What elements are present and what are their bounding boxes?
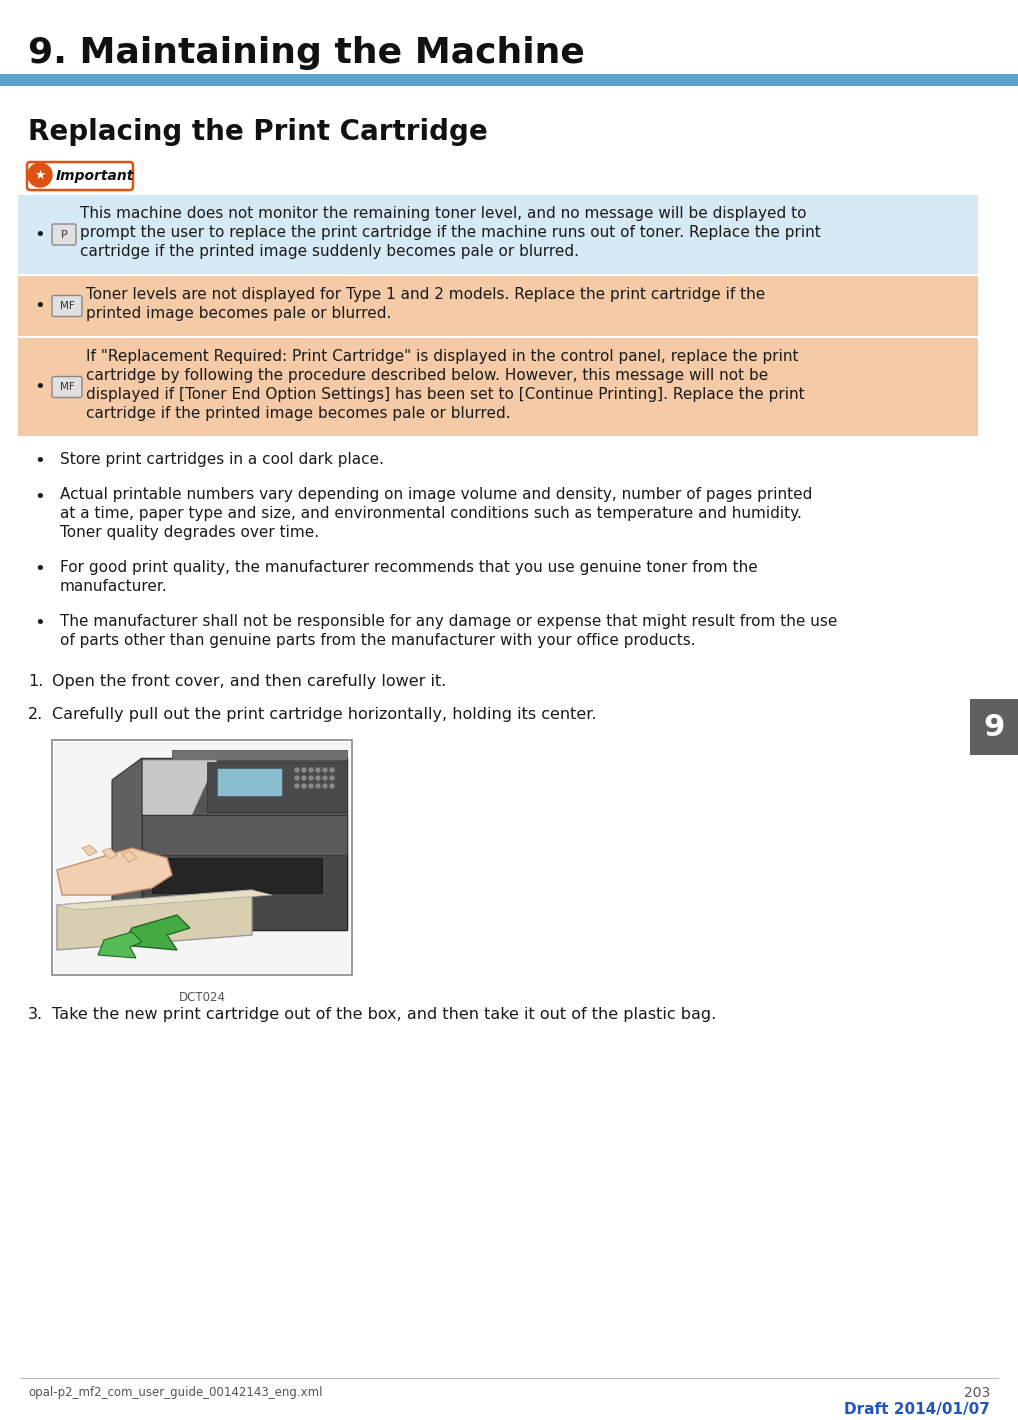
Text: printed image becomes pale or blurred.: printed image becomes pale or blurred. <box>86 305 391 321</box>
Text: Actual printable numbers vary depending on image volume and density, number of p: Actual printable numbers vary depending … <box>60 487 812 503</box>
Bar <box>52 740 352 976</box>
Text: Toner levels are not displayed for Type 1 and 2 models. Replace the print cartri: Toner levels are not displayed for Type … <box>86 287 766 302</box>
Text: •: • <box>35 615 46 632</box>
Circle shape <box>295 768 299 772</box>
Text: Open the front cover, and then carefully lower it.: Open the front cover, and then carefully… <box>52 674 446 689</box>
Text: at a time, paper type and size, and environmental conditions such as temperature: at a time, paper type and size, and envi… <box>60 506 802 521</box>
Circle shape <box>309 784 313 788</box>
Text: P: P <box>61 230 67 240</box>
Text: cartridge if the printed image suddenly becomes pale or blurred.: cartridge if the printed image suddenly … <box>80 244 579 258</box>
Circle shape <box>323 775 327 780</box>
Bar <box>152 858 322 893</box>
Text: MF: MF <box>60 382 74 392</box>
Text: •: • <box>35 561 46 578</box>
Circle shape <box>29 163 52 187</box>
Bar <box>18 338 978 436</box>
Bar <box>54 743 350 973</box>
Text: Take the new print cartridge out of the box, and then take it out of the plastic: Take the new print cartridge out of the … <box>52 1007 717 1022</box>
Circle shape <box>330 768 334 772</box>
Polygon shape <box>57 848 172 895</box>
Circle shape <box>309 768 313 772</box>
Text: 9. Maintaining the Machine: 9. Maintaining the Machine <box>29 36 585 70</box>
Text: 203: 203 <box>964 1386 989 1400</box>
Polygon shape <box>142 815 347 930</box>
Circle shape <box>309 775 313 780</box>
Text: manufacturer.: manufacturer. <box>60 579 168 594</box>
Text: MF: MF <box>60 301 74 311</box>
Circle shape <box>302 784 306 788</box>
Circle shape <box>316 768 320 772</box>
Text: prompt the user to replace the print cartridge if the machine runs out of toner.: prompt the user to replace the print car… <box>80 224 821 240</box>
Text: ★: ★ <box>35 169 46 182</box>
FancyBboxPatch shape <box>27 162 133 190</box>
Text: of parts other than genuine parts from the manufacturer with your office product: of parts other than genuine parts from t… <box>60 633 695 648</box>
Text: Toner quality degrades over time.: Toner quality degrades over time. <box>60 525 319 540</box>
Text: displayed if [Toner End Option Settings] has been set to [Continue Printing]. Re: displayed if [Toner End Option Settings]… <box>86 388 804 402</box>
Text: Carefully pull out the print cartridge horizontally, holding its center.: Carefully pull out the print cartridge h… <box>52 707 597 721</box>
Polygon shape <box>172 750 347 760</box>
Bar <box>970 699 1018 755</box>
Polygon shape <box>122 914 190 950</box>
FancyBboxPatch shape <box>52 295 82 317</box>
Polygon shape <box>112 758 142 951</box>
Polygon shape <box>142 758 347 930</box>
Circle shape <box>323 784 327 788</box>
Polygon shape <box>142 758 347 815</box>
Circle shape <box>295 784 299 788</box>
Text: The manufacturer shall not be responsible for any damage or expense that might r: The manufacturer shall not be responsibl… <box>60 613 838 629</box>
Circle shape <box>323 768 327 772</box>
Polygon shape <box>142 815 347 855</box>
Circle shape <box>330 775 334 780</box>
Text: If "Replacement Required: Print Cartridge" is displayed in the control panel, re: If "Replacement Required: Print Cartridg… <box>86 349 798 364</box>
Text: For good print quality, the manufacturer recommends that you use genuine toner f: For good print quality, the manufacturer… <box>60 559 757 575</box>
Text: opal-p2_mf2_com_user_guide_00142143_eng.xml: opal-p2_mf2_com_user_guide_00142143_eng.… <box>29 1386 323 1399</box>
Bar <box>18 195 978 274</box>
Text: •: • <box>35 378 46 396</box>
Text: •: • <box>35 487 46 506</box>
Text: 1.: 1. <box>29 674 44 689</box>
Text: cartridge by following the procedure described below. However, this message will: cartridge by following the procedure des… <box>86 368 769 383</box>
Text: DCT024: DCT024 <box>178 991 226 1004</box>
Polygon shape <box>142 760 217 815</box>
Polygon shape <box>122 851 137 862</box>
Text: 3.: 3. <box>29 1007 43 1022</box>
Circle shape <box>302 768 306 772</box>
Circle shape <box>295 775 299 780</box>
Polygon shape <box>207 763 347 812</box>
Text: 2.: 2. <box>29 707 43 721</box>
Circle shape <box>316 775 320 780</box>
Bar <box>217 768 282 797</box>
Text: Store print cartridges in a cool dark place.: Store print cartridges in a cool dark pl… <box>60 452 384 467</box>
Polygon shape <box>57 890 272 910</box>
Text: •: • <box>35 226 46 243</box>
Bar <box>18 275 978 337</box>
Text: •: • <box>35 297 46 315</box>
Circle shape <box>316 784 320 788</box>
Circle shape <box>330 784 334 788</box>
Text: Replacing the Print Cartridge: Replacing the Print Cartridge <box>29 118 488 146</box>
Bar <box>0 74 1018 87</box>
FancyBboxPatch shape <box>52 376 82 398</box>
Polygon shape <box>82 845 97 856</box>
Text: cartridge if the printed image becomes pale or blurred.: cartridge if the printed image becomes p… <box>86 406 511 420</box>
Text: Important: Important <box>56 169 134 183</box>
Text: Draft 2014/01/07: Draft 2014/01/07 <box>844 1402 989 1417</box>
FancyBboxPatch shape <box>52 224 76 246</box>
Polygon shape <box>102 848 117 859</box>
Text: •: • <box>35 453 46 470</box>
Text: This machine does not monitor the remaining toner level, and no message will be : This machine does not monitor the remain… <box>80 206 806 222</box>
Circle shape <box>302 775 306 780</box>
Polygon shape <box>57 890 252 950</box>
Text: 9: 9 <box>983 713 1005 741</box>
Polygon shape <box>98 932 142 959</box>
